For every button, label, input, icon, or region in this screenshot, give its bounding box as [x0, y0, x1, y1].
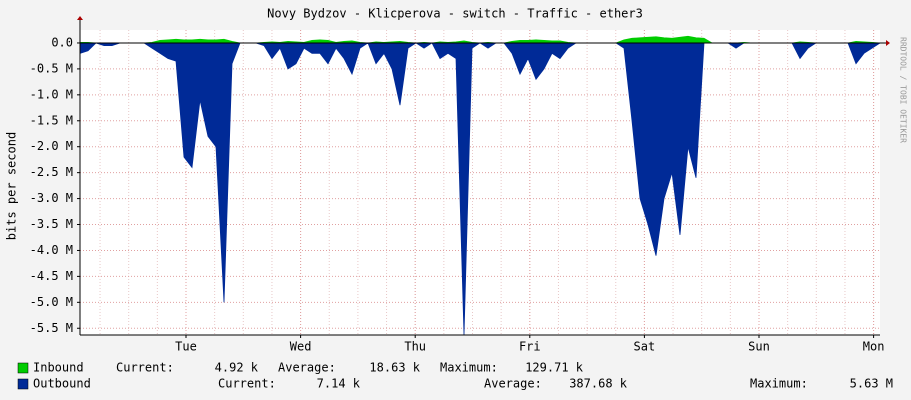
legend-stat-name: Current: — [218, 377, 276, 391]
y-tick-label: -0.5 M — [30, 61, 73, 75]
x-tick-label: Sun — [748, 340, 770, 354]
legend-stat-value: 5.63 M — [850, 377, 893, 391]
x-tick-label: Thu — [404, 340, 426, 354]
x-tick-label: Fri — [519, 340, 541, 354]
legend-label: Outbound — [33, 377, 91, 391]
x-arrow — [886, 39, 890, 46]
x-tick-label: Mon — [863, 340, 885, 354]
legend-stat-name: Average: — [278, 361, 336, 375]
y-tick-label: -4.0 M — [30, 243, 73, 257]
y-tick-label: -2.0 M — [30, 139, 73, 153]
y-arrow — [77, 16, 83, 20]
y-tick-label: -4.5 M — [30, 269, 73, 283]
legend-stat-name: Current: — [116, 361, 174, 375]
y-tick-label: -1.0 M — [30, 87, 73, 101]
legend-stat-value: 18.63 k — [369, 361, 420, 375]
y-tick-label: -1.5 M — [30, 113, 73, 127]
legend-stat-name: Maximum: — [750, 377, 808, 391]
y-tick-label: -3.0 M — [30, 191, 73, 205]
legend-stat-name: Maximum: — [440, 361, 498, 375]
chart-title: Novy Bydzov - Klicperova - switch - Traf… — [267, 7, 643, 21]
y-tick-label: -5.5 M — [30, 321, 73, 335]
legend-stat-value: 129.71 k — [525, 361, 584, 375]
legend-stat-name: Average: — [484, 377, 542, 391]
legend-label: Inbound — [33, 361, 84, 375]
legend-stat-value: 387.68 k — [569, 377, 628, 391]
watermark: RRDTOOL / TOBI OETIKER — [899, 37, 908, 143]
legend-swatch — [17, 362, 29, 374]
y-axis-label: bits per second — [5, 132, 19, 240]
y-tick-label: -3.5 M — [30, 217, 73, 231]
legend-stat-value: 7.14 k — [317, 377, 361, 391]
y-tick-label: -2.5 M — [30, 165, 73, 179]
x-tick-label: Sat — [634, 340, 656, 354]
y-tick-label: 0.0 — [51, 35, 73, 49]
legend-swatch — [17, 378, 29, 390]
y-tick-label: -5.0 M — [30, 295, 73, 309]
x-tick-label: Wed — [290, 340, 312, 354]
x-tick-label: Tue — [175, 340, 197, 354]
legend-stat-value: 4.92 k — [215, 361, 259, 375]
